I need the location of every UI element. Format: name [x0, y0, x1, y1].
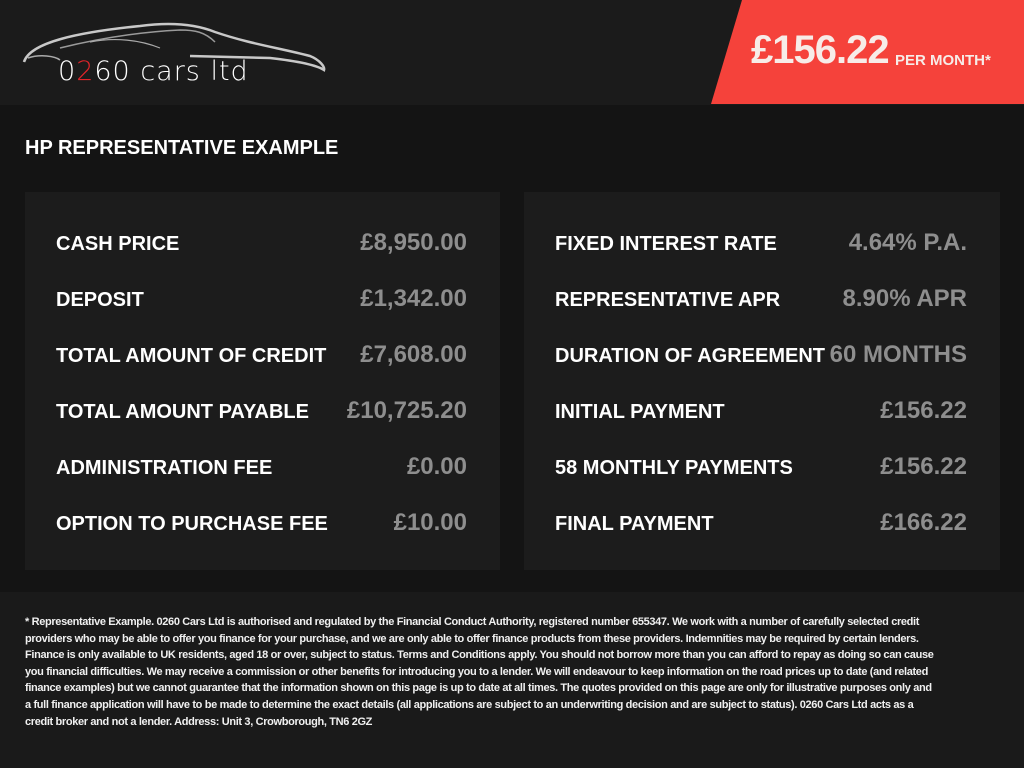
duration-row: DURATION OF AGREEMENT 60 MONTHS [555, 341, 967, 371]
row-value: £10,725.20 [346, 397, 467, 424]
row-label: 58 MONTHLY PAYMENTS [555, 457, 793, 479]
row-label: DEPOSIT [56, 289, 144, 311]
row-value: 60 MONTHS [829, 341, 967, 368]
deposit-row: DEPOSIT £1,342.00 [56, 285, 467, 315]
row-value: £7,608.00 [360, 341, 467, 368]
row-label: DURATION OF AGREEMENT [555, 345, 825, 367]
row-label: REPRESENTATIVE APR [555, 289, 781, 311]
finance-panel-right: FIXED INTEREST RATE 4.64% P.A. REPRESENTA… [524, 192, 1000, 570]
row-value: £10.00 [393, 509, 467, 536]
monthly-payments-row: 58 MONTHLY PAYMENTS £156.22 [555, 453, 967, 483]
final-payment-row: FINAL PAYMENT £166.22 [555, 509, 967, 539]
row-value: £166.22 [880, 509, 967, 536]
initial-payment-row: INITIAL PAYMENT £156.22 [555, 397, 967, 427]
total-credit-row: TOTAL AMOUNT OF CREDIT £7,608.00 [56, 341, 467, 371]
purchase-fee-row: OPTION TO PURCHASE FEE £10.00 [56, 509, 467, 539]
row-label: ADMINISTRATION FEE [56, 457, 273, 479]
row-value: 4.64% P.A. [848, 229, 967, 256]
total-payable-row: TOTAL AMOUNT PAYABLE £10,725.20 [56, 397, 467, 427]
interest-rate-row: FIXED INTEREST RATE 4.64% P.A. [555, 229, 967, 259]
header: 0260 cars ltd £156.22 PER MONTH* [0, 0, 1024, 105]
cash-price-row: CASH PRICE £8,950.00 [56, 229, 467, 259]
row-value: £156.22 [880, 453, 967, 480]
monthly-price: £156.22 [751, 28, 890, 72]
row-value: £1,342.00 [360, 285, 467, 312]
page-title: HP REPRESENTATIVE EXAMPLE [25, 137, 339, 159]
footer [0, 592, 1024, 768]
row-label: OPTION TO PURCHASE FEE [56, 513, 328, 535]
car-silhouette-icon [22, 22, 326, 72]
row-label: TOTAL AMOUNT OF CREDIT [56, 345, 327, 367]
row-label: FINAL PAYMENT [555, 513, 714, 535]
row-label: CASH PRICE [56, 233, 180, 255]
logo: 0260 cars ltd [20, 12, 330, 92]
monthly-price-banner: £156.22 PER MONTH* [711, 0, 1024, 104]
logo-text: 0260 cars ltd [58, 56, 249, 87]
row-label: INITIAL PAYMENT [555, 401, 725, 423]
row-value: £8,950.00 [360, 229, 467, 256]
per-month-label: PER MONTH* [895, 52, 991, 69]
row-label: TOTAL AMOUNT PAYABLE [56, 401, 309, 423]
row-label: FIXED INTEREST RATE [555, 233, 777, 255]
finance-panel-left: CASH PRICE £8,950.00 DEPOSIT £1,342.00 TOT… [25, 192, 500, 570]
apr-row: REPRESENTATIVE APR 8.90% APR [555, 285, 967, 315]
admin-fee-row: ADMINISTRATION FEE £0.00 [56, 453, 467, 483]
row-value: 8.90% APR [842, 285, 968, 312]
disclaimer-text: * Representative Example. 0260 Cars Ltd … [25, 616, 934, 728]
row-value: £156.22 [880, 397, 967, 424]
row-value: £0.00 [406, 453, 467, 480]
